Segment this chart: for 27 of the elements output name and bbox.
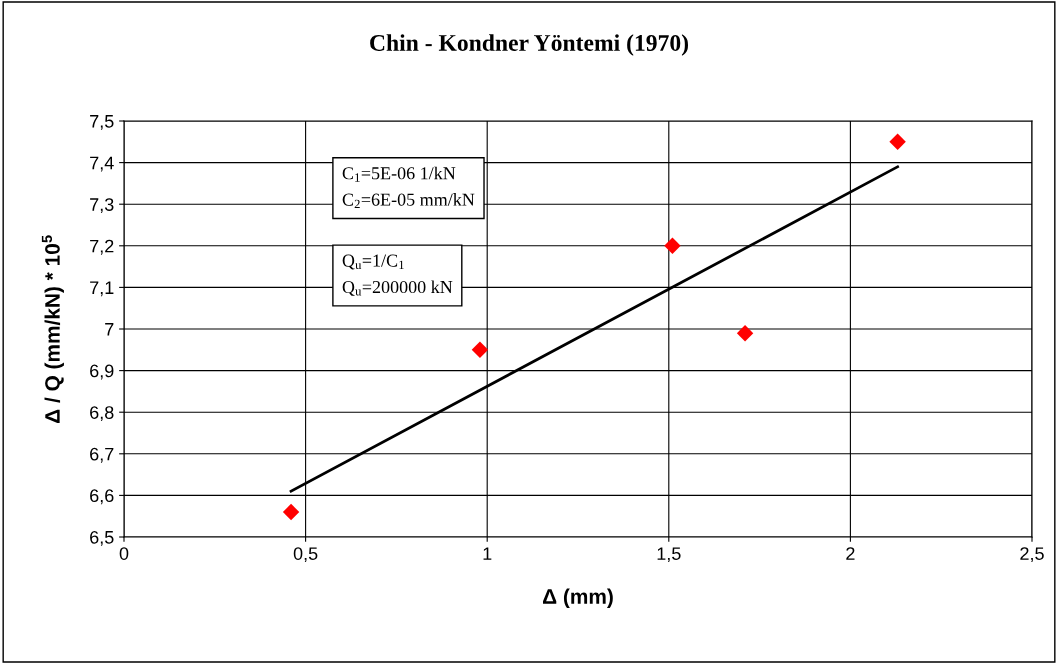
y-tick-label: 7,2 [90,239,114,255]
text: Q$_{u}$=1/C$_{1}$ Q$_{u}$=200000 kN [342,254,453,296]
y-tick-label: 7,5 [90,115,114,130]
point [889,133,906,151]
y-tick-label: 7,3 [90,198,114,214]
y-tick-label: 7 [105,323,114,336]
point [664,237,681,255]
y-tick-label: 6,6 [90,489,114,505]
x-tick-label: 2 [846,547,855,560]
x-tick-label: 2,5 [1020,547,1044,563]
y-tick-label: 6,9 [90,364,114,380]
x-axis-title: Δ (mm) [543,588,613,608]
x-tick-label: 0 [119,547,129,560]
y-tick-label: 7,4 [90,156,114,172]
y-tick-label: 7,1 [90,281,114,297]
point [282,503,300,521]
y-tick-label: 6,8 [90,406,114,422]
y-tick-label: 6,5 [90,530,114,546]
x-tick-label: 1,5 [657,547,681,563]
x-tick-label: 1 [483,547,492,560]
point [471,341,489,359]
annotation: C$_{1}$=5E-06 1/kN C$_{2}$=6E-05 mm/kN [342,166,475,209]
point [736,324,754,342]
chart-title: Chin - Kondner Yöntemi (1970) [370,34,689,56]
y-axis-title: Δ / Q (mm/kN) * 10$^{5}$ [41,235,64,423]
x-tick-label: 0,5 [293,547,318,563]
y-tick-label: 6,7 [90,447,114,463]
